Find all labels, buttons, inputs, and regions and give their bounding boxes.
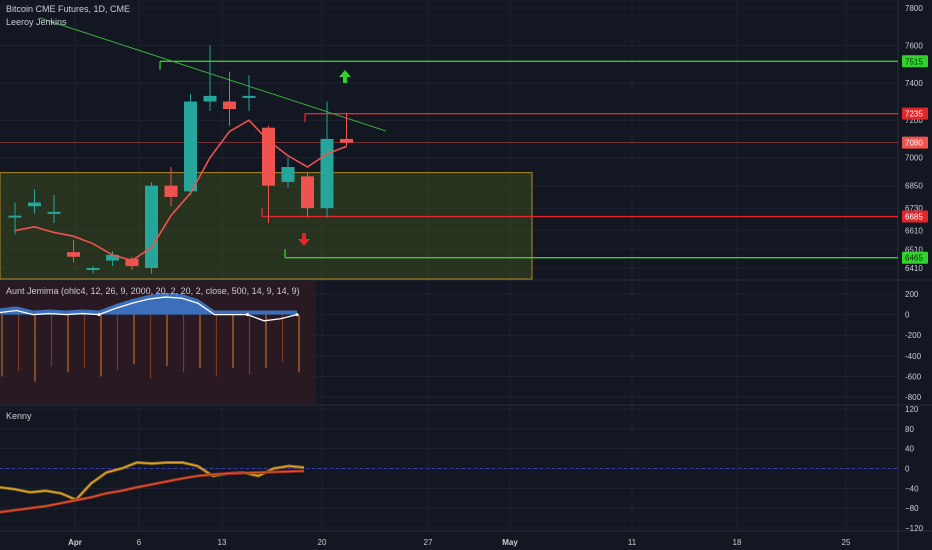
oscillator-1-area [0, 292, 297, 315]
candle-body [86, 268, 100, 270]
chart-title: Bitcoin CME Futures, 1D, CME [6, 4, 131, 14]
candle-body [28, 202, 41, 207]
oscillator-2-tick-label: 40 [905, 445, 914, 454]
price-tick-label: 6510 [905, 245, 923, 254]
price-tag-label: 7515 [905, 57, 923, 66]
time-tick-label: 6 [137, 538, 142, 547]
time-tick-label: 20 [318, 538, 327, 547]
time-tick-label: 11 [628, 538, 637, 547]
price-tick-label: 6850 [905, 182, 923, 191]
price-tick-label: 7000 [905, 154, 923, 163]
oscillator-1-tick-label: 0 [905, 311, 910, 320]
oscillator-1-tick-label: -400 [905, 352, 922, 361]
down-arrow-icon [298, 233, 310, 246]
candle-body [47, 211, 61, 214]
oscillator-2-tick-label: −80 [905, 504, 919, 513]
price-tag-label: 7080 [905, 139, 923, 148]
candle-body [184, 101, 197, 192]
candle-body [262, 127, 275, 186]
oscillator-2-tick-label: −120 [905, 524, 924, 533]
price-tag-label: 6685 [905, 213, 923, 222]
consolidation-zone [0, 172, 533, 280]
time-tick-label: May [502, 538, 518, 547]
oscillator-1-name: Aunt Jemima (ohlc4, 12, 26, 9, 2000, 20,… [6, 286, 300, 296]
price-tick-label: 6410 [905, 264, 923, 273]
candle-body [281, 166, 295, 182]
oscillator-1-dot [97, 313, 101, 317]
candle-body [301, 176, 314, 209]
price-tick-label: 6610 [905, 227, 923, 236]
oscillator-1-tick-label: -200 [905, 331, 922, 340]
price-tag-label: 6465 [905, 254, 923, 263]
oscillator-2-tick-label: 0 [905, 465, 910, 474]
price-tick-label: 7200 [905, 116, 923, 125]
oscillator-2-tick-label: 120 [905, 405, 919, 414]
trendline [39, 17, 387, 132]
price-tick-label: 6730 [905, 204, 923, 213]
time-tick-label: Apr [68, 538, 82, 547]
oscillator-2-name: Kenny [6, 411, 32, 421]
time-tick-label: 18 [733, 538, 742, 547]
oscillator-1-tick-label: -600 [905, 372, 922, 381]
candle-body [106, 254, 119, 261]
candle-body [164, 185, 178, 197]
price-tag-7515 [902, 55, 928, 68]
oscillator-1-dot [246, 313, 249, 317]
candle-body [340, 138, 353, 143]
price-tag-6465 [902, 251, 928, 264]
oscillator-2-series-line [0, 470, 305, 513]
candle-body [320, 138, 334, 209]
time-tick-label: 13 [218, 538, 227, 547]
oscillator-2-tick-label: 80 [905, 425, 914, 434]
price-tag-6685 [902, 210, 928, 223]
oscillator-1-dot [295, 313, 299, 317]
moving-average-line [14, 119, 347, 262]
price-tag-label: 7235 [905, 110, 923, 119]
candle-body [8, 215, 22, 218]
candle-body [125, 258, 139, 267]
oscillator-2-series-line [0, 461, 305, 501]
candle-body [203, 95, 217, 102]
oscillator-1-tick-label: 200 [905, 290, 919, 299]
candle-body [242, 95, 256, 98]
candle-body [223, 101, 236, 110]
candle-body [67, 252, 80, 257]
overlay-study-name: Leeroy Jenkins [6, 17, 67, 27]
time-tick-label: 25 [842, 538, 851, 547]
price-tag-7235 [902, 107, 928, 120]
oscillator-2-tick-label: −40 [905, 484, 919, 493]
price-tag-7080 [902, 136, 928, 149]
price-tick-label: 7400 [905, 79, 923, 88]
oscillator-1-tick-label: -800 [905, 393, 922, 402]
price-tick-label: 7800 [905, 4, 923, 13]
up-arrow-icon [339, 70, 351, 83]
price-tick-label: 7600 [905, 41, 923, 50]
time-tick-label: 27 [424, 538, 433, 547]
candle-body [145, 185, 158, 268]
